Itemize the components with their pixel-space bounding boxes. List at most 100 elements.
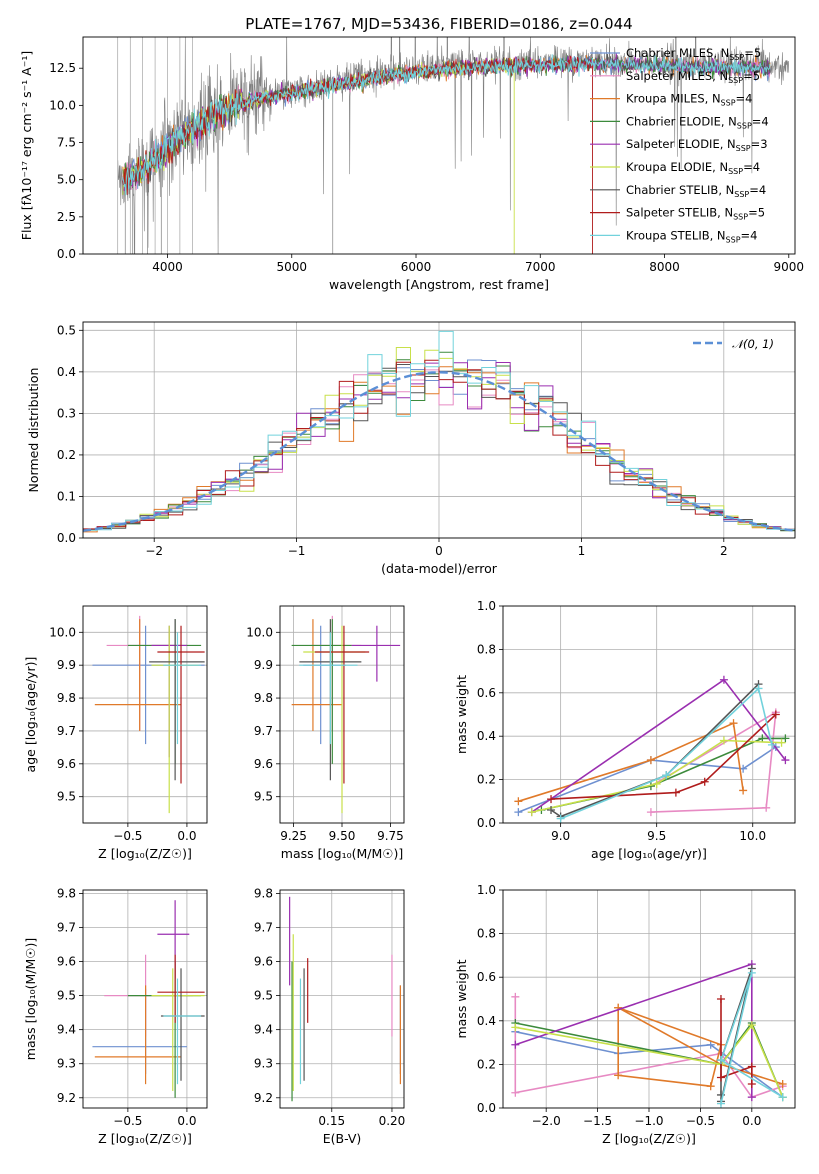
axes-frame xyxy=(279,605,405,824)
y-tick-label: 9.3 xyxy=(254,1057,273,1071)
chart-spectrum: 4000 5000 6000 7000 8000 9000 0.0 2.5 5.0 7.5 10.0… xyxy=(19,15,805,292)
axes-frame xyxy=(502,889,796,1109)
legend-suffix: =4 xyxy=(743,160,760,174)
weights-line xyxy=(560,686,773,820)
y-axis-label: mass weight xyxy=(454,675,469,754)
y-axis-label: mass [log₁₀(M/M☉)] xyxy=(23,938,38,1060)
weights-marker xyxy=(747,1062,756,1071)
weights-marker xyxy=(511,1023,520,1032)
x-tick-label: 5000 xyxy=(276,260,307,274)
x-axis-label: Z [log₁₀(Z/Z☉)] xyxy=(602,1131,696,1146)
weights-marker xyxy=(652,779,661,788)
weights-marker xyxy=(754,684,763,693)
legend-entry: Kroupa ELODIE, NSSP=4 xyxy=(626,160,760,176)
weights-marker xyxy=(747,1021,756,1030)
y-tick-label: 0.2 xyxy=(57,448,76,462)
legend-label: Kroupa MILES, N xyxy=(626,92,721,106)
legend-suffix: =5 xyxy=(744,46,761,60)
weights-marker xyxy=(739,786,748,795)
plot-area xyxy=(280,606,404,823)
y-tick-label: 0.4 xyxy=(57,365,76,379)
weights-marker xyxy=(719,675,728,684)
plot-area xyxy=(117,37,790,254)
weights-marker xyxy=(514,808,523,817)
x-tick-label: −1.0 xyxy=(634,1114,663,1128)
weights-kroupa-stelib xyxy=(716,968,787,1108)
errorbar-kroupa-stelib xyxy=(163,978,202,1085)
chart-weight-vs-Z: −2.0 −1.5 −1.0 −0.5 0.0 0.0 0.2 0.4 0.6 0.8 1.0 Z [… xyxy=(454,883,796,1146)
weights-marker xyxy=(547,805,556,814)
errorbar-kroupa-miles xyxy=(291,619,342,731)
weights-marker xyxy=(747,968,756,977)
chart-age-vs-mass: 9.25 9.50 9.75 9.5 9.6 9.7 9.8 9.9 10.0 mass [log… xyxy=(246,605,405,861)
y-tick-label: 0.5 xyxy=(57,323,76,337)
weights-marker xyxy=(778,1080,787,1089)
y-axis-label: Normed distribution xyxy=(26,368,41,493)
x-tick-label: 0.0 xyxy=(742,1114,761,1128)
y-axis-label: Flux [fλ10⁻¹⁷ erg cm⁻² s⁻¹ A⁻¹] xyxy=(19,51,34,240)
x-tick-label: 0.0 xyxy=(177,1114,196,1128)
x-axis-label: mass [log₁₀(M/M☉)] xyxy=(281,846,403,861)
legend-suffix: =5 xyxy=(748,206,765,220)
errorbar-salpeter-stelib xyxy=(157,625,205,784)
y-tick-label: 0.4 xyxy=(477,1014,496,1028)
x-tick-label: 9000 xyxy=(774,260,805,274)
y-tick-label: 9.8 xyxy=(254,886,273,900)
errorbar-kroupa-miles xyxy=(94,985,182,1085)
x-axis-label: (data-model)/error xyxy=(381,561,498,576)
legend-entry: Salpeter ELODIE, NSSP=3 xyxy=(626,137,768,153)
plot-area xyxy=(83,890,207,1108)
weights-line xyxy=(518,746,777,813)
legend-suffix: =4 xyxy=(752,114,769,128)
y-tick-label: 10.0 xyxy=(49,625,76,639)
weights-marker xyxy=(758,734,767,743)
x-tick-label: 9.25 xyxy=(280,829,307,843)
y-tick-label: 1.0 xyxy=(477,883,496,897)
y-tick-label: 9.2 xyxy=(57,1091,76,1105)
weights-salpeter-elodie xyxy=(511,960,756,1102)
y-tick-label: 0.0 xyxy=(477,816,496,830)
plot-area xyxy=(503,890,795,1108)
weights-marker xyxy=(781,734,790,743)
y-tick-label: 2.5 xyxy=(57,210,76,224)
weights-marker xyxy=(778,1093,787,1102)
x-tick-label: 9.75 xyxy=(377,829,404,843)
plot-area xyxy=(503,606,795,823)
y-tick-label: 0.0 xyxy=(57,247,76,261)
weights-kroupa-miles xyxy=(514,719,748,806)
x-tick-label: 4000 xyxy=(152,260,183,274)
model-line-salpeter-stelib xyxy=(122,55,593,254)
legend-entry: 𝒩(0, 1) xyxy=(732,337,774,351)
weights-chabrier-stelib xyxy=(547,680,763,821)
errorbar-kroupa-stelib xyxy=(299,632,358,745)
chart-residuals: −2 −1 0 1 2 0.0 0.1 0.2 0.3 0.4 0.5 (data-model)/er… xyxy=(26,321,796,576)
weights-line xyxy=(720,999,753,1084)
legend-subscript: SSP xyxy=(736,144,751,153)
legend-entry: Salpeter STELIB, NSSP=5 xyxy=(626,206,765,222)
x-axis-label: Z [log₁₀(Z/Z☉)] xyxy=(98,1131,192,1146)
y-tick-label: 9.3 xyxy=(57,1057,76,1071)
weights-line xyxy=(518,722,744,803)
y-tick-label: 0.2 xyxy=(477,773,496,787)
errorbar-salpeter-miles xyxy=(106,615,176,731)
axes-frame xyxy=(82,889,208,1109)
x-tick-label: 8000 xyxy=(649,260,680,274)
y-tick-label: 10.0 xyxy=(246,625,273,639)
legend-subscript: SSP xyxy=(737,121,752,130)
weights-marker xyxy=(716,1099,725,1108)
x-tick-label: −0.5 xyxy=(113,1114,142,1128)
y-tick-label: 10.0 xyxy=(49,98,76,112)
legend-label: Chabrier STELIB, N xyxy=(626,183,734,197)
x-tick-label: 0.0 xyxy=(177,829,196,843)
legend-subscript: SSP xyxy=(728,167,743,176)
legend-label: Chabrier MILES, N xyxy=(626,46,729,60)
y-tick-label: 9.7 xyxy=(254,724,273,738)
weights-marker xyxy=(662,771,671,780)
normal-curve xyxy=(83,371,795,532)
y-axis-label: age [log₁₀(age/yr)] xyxy=(23,657,38,773)
weights-marker xyxy=(716,1073,725,1082)
histogram-kroupa-stelib xyxy=(83,330,795,538)
legend-entry: Chabrier ELODIE, NSSP=4 xyxy=(626,114,769,130)
errorbar-salpeter-elodie xyxy=(351,625,401,682)
